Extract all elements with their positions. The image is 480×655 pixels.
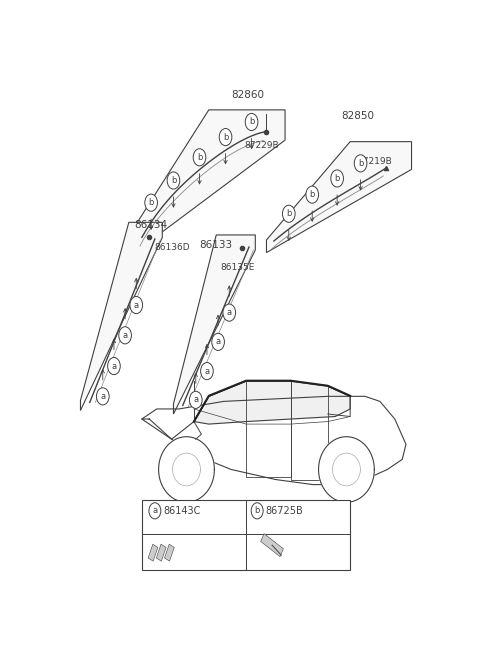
- Text: a: a: [111, 362, 117, 371]
- Circle shape: [167, 172, 180, 189]
- Polygon shape: [148, 544, 158, 561]
- Text: a: a: [227, 308, 232, 317]
- Circle shape: [96, 388, 109, 405]
- Text: b: b: [335, 174, 340, 183]
- Circle shape: [223, 304, 236, 321]
- Polygon shape: [132, 110, 285, 254]
- Text: a: a: [216, 337, 221, 346]
- Text: 86134: 86134: [134, 220, 168, 230]
- Circle shape: [193, 149, 206, 166]
- Text: 82860: 82860: [231, 90, 264, 100]
- Polygon shape: [173, 235, 255, 414]
- Circle shape: [119, 327, 132, 344]
- Circle shape: [201, 363, 213, 380]
- Text: 86725B: 86725B: [266, 506, 303, 516]
- Text: a: a: [152, 506, 157, 515]
- Circle shape: [108, 358, 120, 375]
- Text: 86135E: 86135E: [220, 263, 254, 272]
- Text: b: b: [223, 132, 228, 141]
- Text: 82850: 82850: [341, 111, 374, 121]
- Text: a: a: [134, 301, 139, 310]
- Circle shape: [306, 186, 319, 203]
- Polygon shape: [194, 381, 350, 424]
- Text: 86133: 86133: [200, 240, 233, 250]
- Circle shape: [331, 170, 344, 187]
- Text: b: b: [358, 159, 363, 168]
- Text: a: a: [100, 392, 105, 401]
- Text: 87229B: 87229B: [244, 141, 279, 150]
- Text: 86136D: 86136D: [155, 242, 191, 252]
- Circle shape: [149, 503, 161, 519]
- Text: b: b: [286, 209, 291, 218]
- Text: 86143C: 86143C: [163, 506, 201, 516]
- Circle shape: [145, 194, 157, 212]
- Circle shape: [354, 155, 367, 172]
- Polygon shape: [261, 534, 283, 557]
- Circle shape: [212, 333, 225, 350]
- Polygon shape: [156, 544, 166, 561]
- Text: a: a: [122, 331, 128, 340]
- Circle shape: [219, 128, 232, 145]
- FancyBboxPatch shape: [142, 500, 350, 571]
- Text: b: b: [148, 198, 154, 207]
- Text: a: a: [204, 367, 209, 375]
- Text: b: b: [254, 506, 260, 515]
- Text: b: b: [249, 117, 254, 126]
- Circle shape: [245, 113, 258, 130]
- Text: a: a: [193, 396, 198, 404]
- Circle shape: [190, 391, 202, 409]
- Text: b: b: [171, 176, 176, 185]
- Polygon shape: [165, 544, 174, 561]
- Circle shape: [251, 503, 263, 519]
- Text: b: b: [310, 190, 315, 199]
- Polygon shape: [158, 437, 215, 502]
- Circle shape: [130, 297, 143, 314]
- Text: 87219B: 87219B: [358, 157, 392, 166]
- Text: b: b: [197, 153, 202, 162]
- Polygon shape: [319, 437, 374, 502]
- Polygon shape: [81, 222, 162, 411]
- Circle shape: [282, 205, 295, 222]
- Polygon shape: [266, 141, 411, 253]
